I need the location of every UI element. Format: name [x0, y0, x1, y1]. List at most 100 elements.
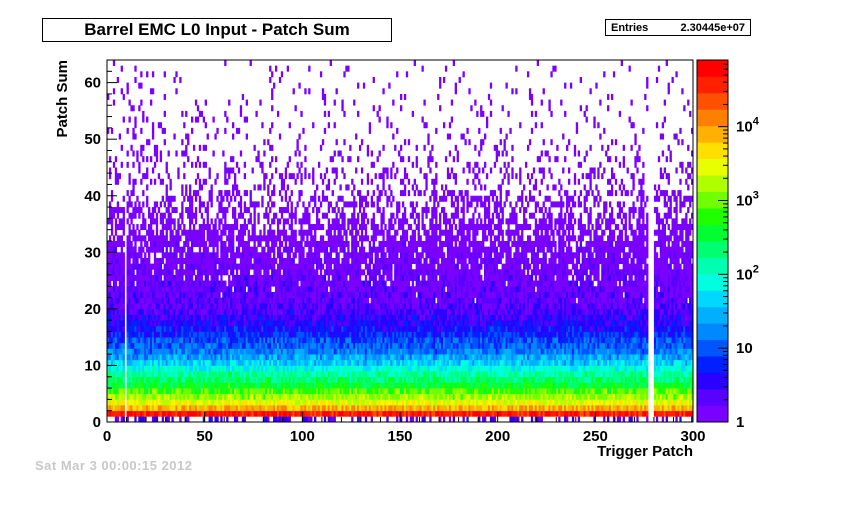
heatmap-cell — [204, 303, 207, 310]
heatmap-cell — [167, 331, 170, 338]
heatmap-cell — [173, 241, 176, 248]
heatmap-cell — [200, 337, 204, 344]
heatmap-cell — [345, 274, 348, 281]
heatmap-cell — [151, 325, 155, 332]
heatmap-cell — [126, 269, 129, 276]
heatmap-cell — [179, 331, 182, 338]
heatmap-cell — [183, 382, 186, 389]
heatmap-cell — [321, 241, 325, 248]
heatmap-cell — [149, 156, 153, 163]
heatmap-cell — [360, 269, 364, 276]
heatmap-cell — [171, 325, 174, 332]
heatmap-cell — [161, 127, 164, 134]
heatmap-cell — [120, 359, 123, 366]
heatmap-cell — [357, 82, 360, 89]
heatmap-cell — [120, 263, 123, 270]
heatmap-cell — [165, 303, 168, 310]
heatmap-cell — [341, 388, 344, 395]
heatmap-cell — [107, 291, 110, 298]
heatmap-cell — [259, 371, 262, 378]
heatmap-cell — [220, 286, 223, 293]
heatmap-cell — [253, 235, 256, 242]
heatmap-cell — [292, 348, 295, 355]
heatmap-cell — [144, 257, 147, 264]
heatmap-cell — [206, 376, 209, 383]
heatmap-cell — [165, 280, 168, 287]
heatmap-cell — [206, 320, 209, 327]
heatmap-cell — [335, 241, 338, 248]
heatmap-cell — [253, 410, 256, 417]
heatmap-cell — [351, 416, 354, 423]
heatmap-cell — [329, 286, 332, 293]
heatmap-cell — [108, 201, 112, 208]
heatmap-cell — [110, 388, 114, 395]
heatmap-cell — [351, 399, 354, 406]
heatmap-cell — [189, 348, 192, 355]
heatmap-cell — [355, 286, 358, 293]
heatmap-cell — [358, 308, 362, 315]
heatmap-cell — [296, 291, 299, 298]
heatmap-cell — [267, 365, 270, 372]
heatmap-cell — [120, 388, 123, 395]
heatmap-cell — [202, 280, 206, 287]
heatmap-cell — [296, 371, 299, 378]
heatmap-cell — [167, 150, 170, 157]
heatmap-cell — [269, 405, 272, 412]
heatmap-cell — [175, 393, 178, 400]
heatmap-cell — [358, 416, 362, 423]
heatmap-cell — [278, 286, 282, 293]
heatmap-cell — [161, 269, 164, 276]
heatmap-cell — [282, 224, 286, 231]
heatmap-cell — [235, 342, 239, 349]
heatmap-cell — [353, 297, 356, 304]
heatmap-cell — [196, 308, 200, 315]
heatmap-cell — [265, 331, 268, 338]
heatmap-cell — [253, 274, 256, 281]
heatmap-cell — [271, 354, 274, 361]
heatmap-cell — [108, 246, 112, 253]
heatmap-cell — [298, 325, 301, 332]
heatmap-cell — [163, 331, 166, 338]
heatmap-cell — [312, 320, 315, 327]
heatmap-cell — [317, 405, 321, 412]
heatmap-cell — [222, 195, 225, 202]
heatmap-cell — [128, 342, 131, 349]
heatmap-cell — [271, 365, 274, 372]
heatmap-cell — [298, 257, 301, 264]
heatmap-cell — [245, 393, 248, 400]
heatmap-cell — [148, 246, 151, 253]
heatmap-cell — [321, 325, 325, 332]
heatmap-cell — [302, 308, 305, 315]
heatmap-cell — [316, 308, 319, 315]
heatmap-cell — [212, 354, 215, 361]
heatmap-cell — [314, 201, 317, 208]
heatmap-cell — [245, 224, 248, 231]
heatmap-cell — [362, 325, 366, 332]
heatmap-cell — [280, 297, 284, 304]
heatmap-cell — [239, 291, 243, 298]
heatmap-cell — [126, 297, 129, 304]
heatmap-cell — [335, 173, 338, 180]
heatmap-cell — [157, 207, 161, 214]
heatmap-cell — [243, 252, 247, 259]
heatmap-cell — [357, 337, 360, 344]
heatmap-cell — [276, 371, 280, 378]
heatmap-cell — [290, 280, 293, 287]
heatmap-cell — [276, 382, 280, 389]
heatmap-cell — [122, 297, 125, 304]
heatmap-cell — [175, 235, 178, 242]
heatmap-cell — [114, 371, 118, 378]
heatmap-cell — [310, 252, 313, 259]
heatmap-cell — [198, 252, 202, 259]
heatmap-cell — [114, 410, 118, 417]
heatmap-cell — [196, 399, 200, 406]
heatmap-cell — [298, 274, 301, 281]
heatmap-cell — [192, 365, 196, 372]
heatmap-cell — [298, 286, 301, 293]
heatmap-cell — [212, 325, 215, 332]
heatmap-cell — [276, 388, 280, 395]
heatmap-cell — [212, 274, 215, 281]
heatmap-cell — [261, 365, 264, 372]
heatmap-cell — [128, 325, 131, 332]
heatmap-cell — [327, 184, 331, 191]
